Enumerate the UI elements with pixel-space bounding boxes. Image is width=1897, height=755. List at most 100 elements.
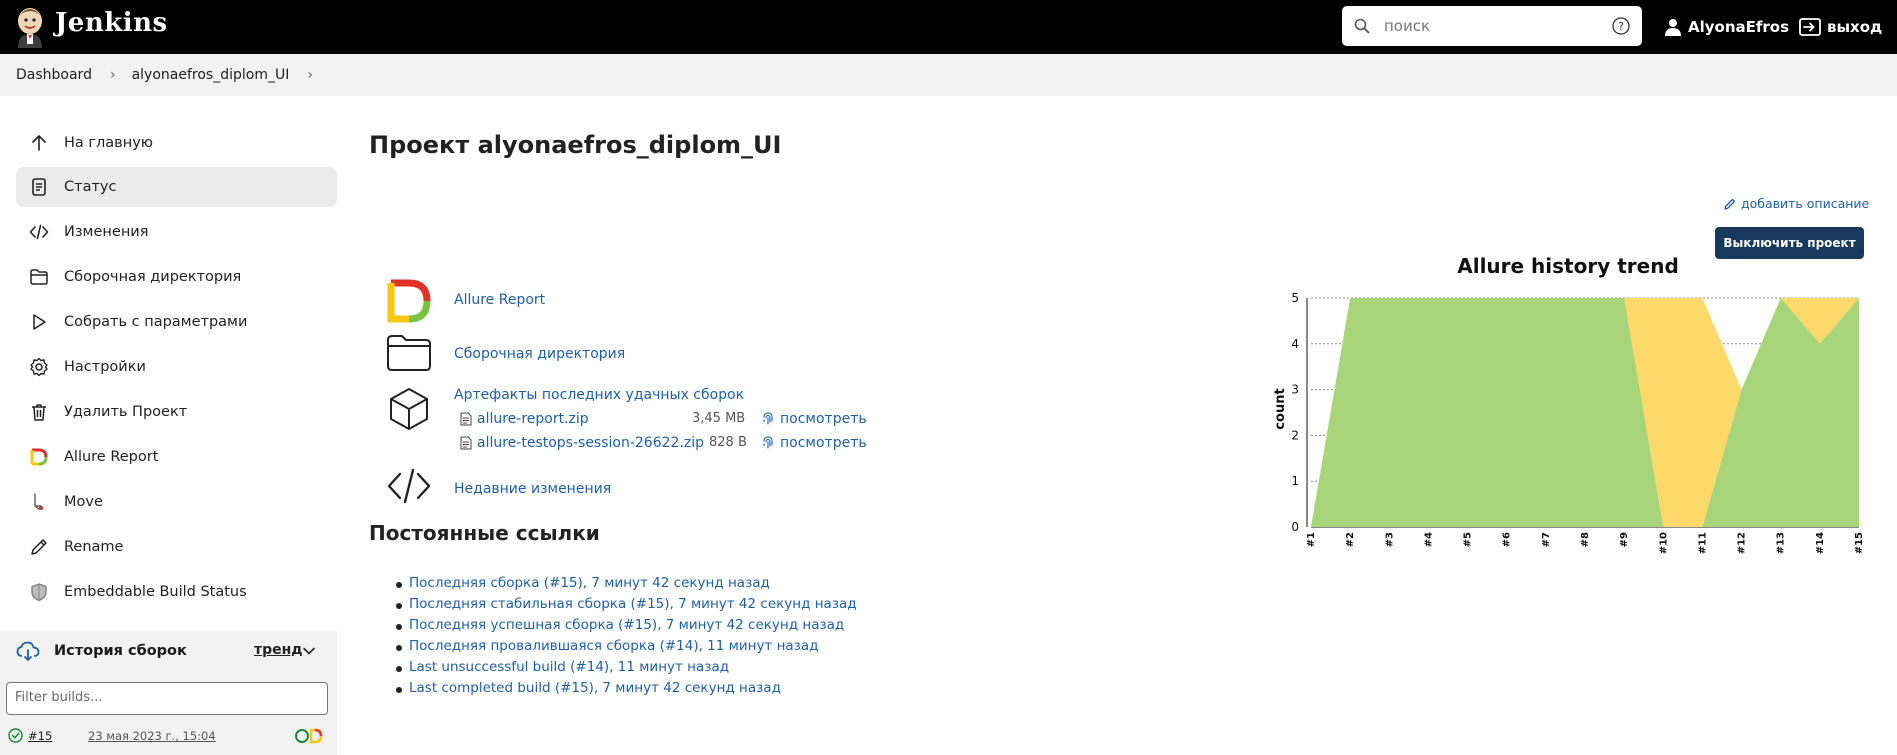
- pencil-icon: [28, 536, 50, 558]
- allure-logo-icon[interactable]: [386, 278, 432, 324]
- page-title: Проект alyonaefros_diplom_UI: [369, 131, 782, 159]
- permalink-last-completed[interactable]: Last completed build (#15), 7 минут 42 с…: [396, 680, 857, 701]
- shield-icon: [28, 581, 50, 603]
- allure-report-link[interactable]: Allure Report: [454, 292, 546, 308]
- artifact-name-link[interactable]: allure-report.zip: [477, 411, 589, 427]
- x-tick-label: #4: [1423, 532, 1434, 547]
- artifact-view-link[interactable]: посмотреть: [780, 435, 867, 451]
- sidebar-item-move[interactable]: Move: [16, 482, 337, 522]
- artifact-view-link[interactable]: посмотреть: [780, 411, 867, 427]
- pencil-icon: [1724, 198, 1736, 210]
- disable-project-button[interactable]: Выключить проект: [1715, 227, 1864, 259]
- sidebar-item-rename[interactable]: Rename: [16, 527, 337, 567]
- sidebar-item-label: Собрать с параметрами: [64, 314, 248, 330]
- y-tick-label: 1: [1291, 474, 1299, 488]
- sidebar-item-label: Allure Report: [64, 449, 159, 465]
- trend-link[interactable]: тренд: [254, 642, 303, 658]
- x-tick-label: #2: [1345, 532, 1356, 547]
- permalink-last-stable[interactable]: Последняя стабильная сборка (#15), 7 мин…: [396, 596, 857, 617]
- x-tick-label: #9: [1619, 532, 1630, 547]
- sidebar-item-allure[interactable]: Allure Report: [16, 437, 337, 477]
- x-tick-label: #8: [1580, 532, 1591, 547]
- add-description-label: добавить описание: [1741, 196, 1870, 211]
- build-history-header: История сборок тренд: [0, 631, 337, 671]
- artifact-name-link[interactable]: allure-testops-session-26622.zip: [477, 435, 705, 451]
- allure-trend-chart[interactable]: Allure history trend count 0 1 2 3 4 5 #1 #2 #3…: [1262, 252, 1872, 562]
- area-failed[interactable]: [1311, 298, 1859, 527]
- permalink-last-successful[interactable]: Последняя успешная сборка (#15), 7 минут…: [396, 617, 857, 638]
- breadcrumb-project[interactable]: alyonaefros_diplom_UI: [131, 67, 290, 83]
- code-icon[interactable]: [386, 463, 432, 509]
- allure-badge-icon[interactable]: [294, 728, 326, 744]
- build-row: #15 23 мая 2023 г., 15:04: [0, 719, 337, 755]
- sidebar-item-label: Удалить Проект: [64, 404, 188, 420]
- sidebar-item-build-with-params[interactable]: Собрать с параметрами: [16, 302, 337, 342]
- breadcrumb-dashboard[interactable]: Dashboard: [16, 67, 92, 83]
- chevron-down-icon[interactable]: [302, 644, 316, 658]
- sidebar-item-label: Сборочная директория: [64, 269, 242, 285]
- sidebar-item-changes[interactable]: Изменения: [16, 212, 337, 252]
- help-icon[interactable]: ?: [1612, 17, 1630, 35]
- sidebar-item-label: Статус: [64, 179, 117, 195]
- sidebar-item-status[interactable]: Статус: [16, 167, 337, 207]
- success-check-icon: [8, 728, 23, 743]
- package-icon[interactable]: [386, 386, 432, 432]
- user-menu[interactable]: AlyonaEfros: [1664, 14, 1789, 40]
- sidebar-item-delete[interactable]: Удалить Проект: [16, 392, 337, 432]
- allure-icon: [28, 446, 50, 468]
- y-tick-label: 0: [1291, 520, 1299, 534]
- add-description-link[interactable]: добавить описание: [1723, 196, 1869, 211]
- sidebar-item-home[interactable]: На главную: [16, 123, 337, 163]
- search-icon: [1354, 18, 1370, 34]
- x-tick-label: #7: [1541, 532, 1552, 547]
- chevron-right-icon[interactable]: ›: [307, 67, 313, 83]
- x-tick-label: #6: [1502, 532, 1513, 547]
- x-tick-label: #11: [1697, 532, 1708, 554]
- sidebar-item-settings[interactable]: Настройки: [16, 347, 337, 387]
- filter-builds-input[interactable]: [15, 683, 315, 712]
- area-passed[interactable]: [1311, 298, 1859, 527]
- folder-icon[interactable]: [386, 330, 432, 376]
- user-name: AlyonaEfros: [1688, 18, 1790, 36]
- x-tick-label: #14: [1815, 532, 1826, 554]
- document-icon: [28, 176, 50, 198]
- y-tick-label: 3: [1291, 383, 1299, 397]
- logout-icon: [1799, 18, 1821, 36]
- x-tick-label: #10: [1658, 532, 1669, 554]
- x-tick-label: #13: [1776, 532, 1787, 554]
- permalinks-list: Последняя сборка (#15), 7 минут 42 секун…: [396, 575, 857, 701]
- file-icon: [460, 436, 472, 450]
- logout-link[interactable]: выход: [1799, 14, 1882, 40]
- brand-name[interactable]: Jenkins: [55, 8, 168, 38]
- workspace-link[interactable]: Сборочная директория: [454, 346, 626, 362]
- cloud-refresh-icon: [16, 641, 40, 662]
- artifacts-link[interactable]: Артефакты последних удачных сборок: [454, 387, 745, 403]
- x-tick-label: #5: [1463, 532, 1474, 547]
- build-date-link[interactable]: 23 мая 2023 г., 15:04: [88, 729, 216, 743]
- sidebar-item-embeddable-status[interactable]: Embeddable Build Status: [16, 572, 337, 612]
- recent-changes-link[interactable]: Недавние изменения: [454, 481, 612, 497]
- build-number-link[interactable]: #15: [28, 729, 53, 743]
- folder-icon: [28, 266, 50, 288]
- x-tick-label: #3: [1384, 532, 1395, 547]
- sidebar-item-workspace[interactable]: Сборочная директория: [16, 257, 337, 297]
- y-tick-label: 5: [1291, 291, 1299, 305]
- search-input[interactable]: [1384, 15, 1604, 37]
- chevron-right-icon: ›: [109, 67, 116, 83]
- user-icon: [1665, 19, 1681, 36]
- chart-y-axis-label: count: [1273, 388, 1288, 429]
- top-header: Jenkins ? AlyonaEfros выход: [0, 0, 1897, 54]
- jenkins-logo-icon[interactable]: [14, 4, 46, 48]
- permalinks-title: Постоянные ссылки: [369, 521, 600, 545]
- chart-y-ticks: 0 1 2 3 4 5: [1291, 291, 1299, 534]
- sidebar-item-label: Move: [64, 494, 103, 510]
- search-box: ?: [1342, 6, 1642, 46]
- permalink-last-failed[interactable]: Последняя провалившаяся сборка (#14), 11…: [396, 638, 857, 659]
- permalink-last-build[interactable]: Последняя сборка (#15), 7 минут 42 секун…: [396, 575, 857, 596]
- play-icon: [28, 311, 50, 333]
- fingerprint-icon: [763, 436, 773, 449]
- gear-icon: [28, 356, 50, 378]
- filter-box: [6, 682, 328, 715]
- permalink-last-unsuccessful[interactable]: Last unsuccessful build (#14), 11 минут …: [396, 659, 857, 680]
- trash-icon: [28, 401, 50, 423]
